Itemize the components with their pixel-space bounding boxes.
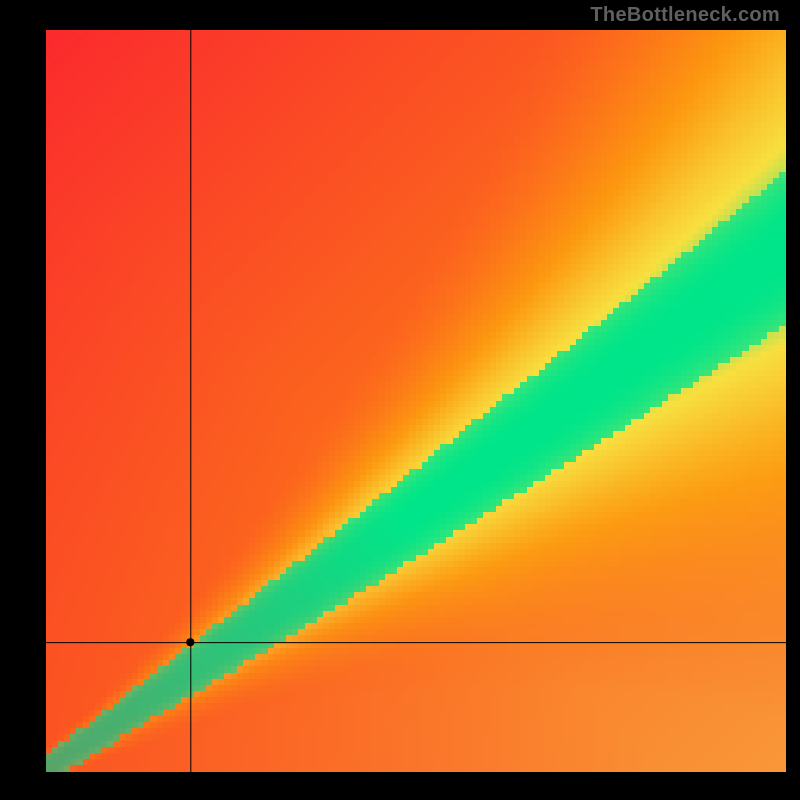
bottleneck-heatmap (46, 30, 786, 772)
root-container: TheBottleneck.com (0, 0, 800, 800)
watermark-text: TheBottleneck.com (590, 4, 780, 27)
